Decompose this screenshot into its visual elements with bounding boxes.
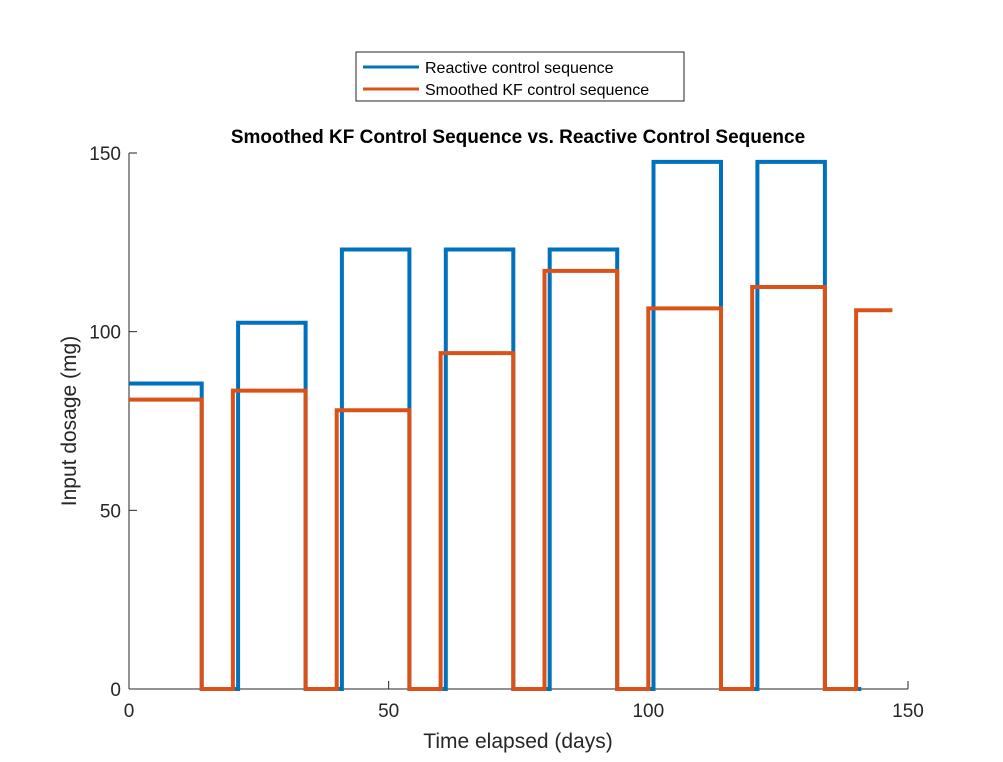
x-tick-label: 150 [892, 701, 924, 722]
x-axis-label: Time elapsed (days) [423, 730, 612, 753]
series-lines [129, 159, 893, 691]
chart-title: Smoothed KF Control Sequence vs. Reactiv… [231, 127, 805, 148]
legend-label-smoothed-kf: Smoothed KF control sequence [425, 82, 649, 99]
y-tick-label: 100 [89, 323, 121, 344]
legend-label-reactive: Reactive control sequence [425, 60, 614, 77]
y-ticks: 0 50 100 150 [89, 144, 137, 701]
legend-box [355, 51, 685, 102]
x-tick-label: 100 [632, 701, 664, 722]
x-tick-label: 0 [124, 701, 135, 722]
series-line-smoothed-kf [129, 268, 893, 691]
y-tick-label: 150 [89, 144, 121, 165]
y-axis-label: Input dosage (mg) [58, 336, 81, 506]
x-tick-label: 50 [378, 701, 399, 722]
legend: Reactive control sequence Smoothed KF co… [355, 51, 685, 102]
y-tick-label: 0 [110, 680, 121, 701]
y-tick-label: 50 [100, 501, 121, 522]
plot-area: 0 50 100 150 0 50 100 150 [89, 144, 924, 722]
